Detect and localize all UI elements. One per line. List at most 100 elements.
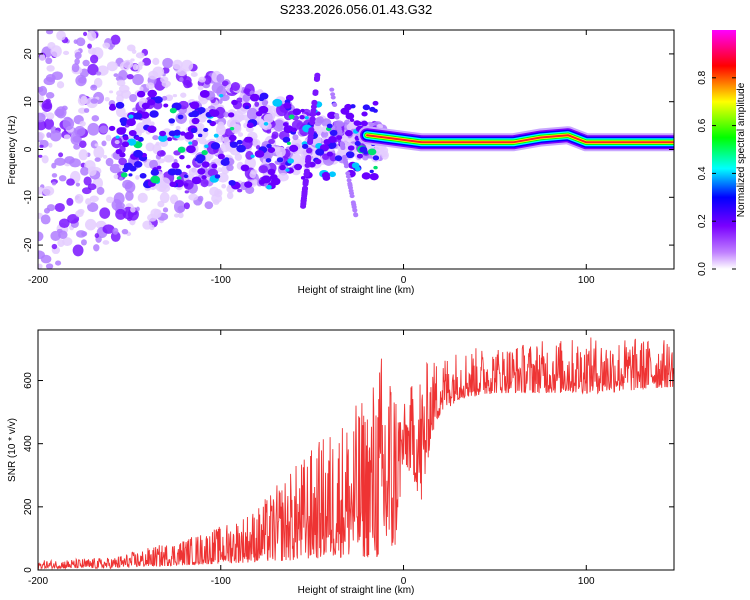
spectrogram-blob — [87, 122, 100, 136]
spectrogram-blob — [354, 141, 361, 146]
spectrogram-blob — [147, 98, 156, 106]
spectrogram-blob — [87, 202, 99, 213]
colorbar-tick-label: 0.6 — [697, 118, 708, 132]
spectrogram-blob — [153, 96, 163, 104]
snr-series-line — [38, 337, 674, 570]
spectrogram-blob — [115, 135, 120, 139]
spectrogram-blob — [306, 147, 313, 153]
spectrogram-blob — [167, 168, 177, 176]
spectrogram-blob — [54, 202, 65, 212]
spectrogram-ytick-label: -10 — [23, 190, 34, 205]
spectrogram-blob — [303, 168, 310, 174]
spectrogram-blob — [254, 150, 265, 158]
spectrogram-blob — [41, 100, 53, 113]
spectrogram-blob — [307, 139, 314, 145]
spectrogram-blob — [348, 188, 354, 193]
spectrogram-blob — [105, 157, 114, 167]
spectrogram-blob — [310, 104, 317, 110]
spectrogram-blob — [125, 190, 134, 201]
spectrogram-blob — [63, 50, 70, 56]
spectrogram-blob — [329, 87, 335, 92]
spectrogram-blob — [344, 145, 350, 152]
spectrogram-blob — [96, 186, 105, 195]
spectrogram-blob — [258, 165, 269, 174]
spectrogram-blob — [217, 153, 225, 160]
spectrogram-blob — [345, 174, 351, 179]
spectrogram-blob — [203, 127, 209, 133]
spectrogram-blob — [372, 155, 380, 161]
spectrogram-blob — [149, 110, 159, 118]
spectrogram-blob — [121, 141, 130, 148]
spectrogram-blob — [214, 174, 221, 179]
spectrogram-blob — [126, 44, 136, 52]
spectrogram-blob — [214, 188, 223, 198]
spectrogram-blob — [93, 145, 105, 159]
spectrogram-blob — [119, 152, 126, 158]
spectrogram-blob — [109, 163, 122, 174]
spectrogram-blob — [263, 121, 269, 126]
spectrogram-blob — [78, 76, 87, 84]
spectrogram-blob — [291, 127, 298, 133]
spectrogram-ylabel: Frequency (Hz) — [7, 116, 18, 185]
spectrogram-blob — [246, 107, 258, 121]
spectrogram-blob — [207, 168, 219, 177]
spectrogram-blob — [305, 156, 312, 162]
spectrogram-blob — [332, 102, 338, 107]
spectrogram-blob — [337, 131, 343, 136]
snr-ytick-label: 200 — [23, 498, 34, 515]
spectrogram-blob — [352, 207, 358, 212]
spectrogram-blob — [63, 134, 71, 140]
spectrogram-blob — [152, 66, 165, 78]
colorbar-tick-label: 0.4 — [697, 166, 708, 180]
spectrogram-blob — [224, 157, 230, 162]
spectrogram-xtick-label: -200 — [28, 275, 48, 286]
spectrogram-blob — [313, 117, 323, 127]
spectrogram-blob — [87, 63, 99, 76]
spectrogram-blob — [197, 85, 204, 91]
spectrogram-blob — [169, 194, 179, 205]
spectrogram-blob — [167, 137, 173, 142]
spectrogram-blob — [172, 94, 178, 98]
spectrogram-blob — [363, 151, 368, 155]
spectrogram-blob — [39, 54, 46, 61]
spectrogram-blob — [83, 31, 88, 37]
spectrogram-blob — [90, 54, 99, 64]
spectrogram-blob — [135, 64, 143, 71]
spectrogram-ytick-label: 10 — [23, 96, 34, 108]
spectrogram-blob — [115, 202, 125, 210]
spectrogram-blob — [169, 181, 177, 188]
spectrogram-blob — [40, 214, 51, 225]
spectrogram-blob — [141, 102, 150, 110]
spectrogram-blob — [291, 119, 304, 130]
snr-data — [38, 337, 674, 570]
spectrogram-blob — [145, 142, 155, 152]
spectrogram-blob — [69, 158, 81, 168]
colorbar-tick-label: 0.8 — [697, 70, 708, 84]
spectrogram-blob — [76, 37, 86, 47]
spectrogram-blob — [268, 138, 276, 145]
spectrogram-blob — [228, 179, 236, 186]
spectrogram-blob — [118, 70, 128, 81]
spectrogram-blob — [153, 101, 163, 110]
spectrogram-blob — [351, 162, 360, 169]
chart-title: S233.2026.056.01.43.G32 — [280, 2, 433, 17]
spectrogram-blob — [185, 164, 191, 169]
spectrogram-blob — [50, 45, 62, 58]
spectrogram-blob — [292, 134, 299, 141]
spectrogram-blob — [188, 112, 195, 118]
spectrogram-blob — [228, 134, 237, 142]
spectrogram-blob — [242, 93, 251, 103]
spectrogram-blob — [147, 89, 158, 98]
spectrogram-blob — [85, 198, 92, 205]
spectrogram-blob — [56, 81, 65, 89]
spectrogram-blob — [334, 155, 343, 162]
spectrogram-blob — [236, 139, 243, 145]
spectrogram-blob — [344, 130, 353, 137]
spectrogram-blob — [139, 173, 147, 179]
spectrogram-blob — [43, 118, 55, 130]
spectrogram-blob — [336, 135, 343, 140]
spectrogram-blob — [66, 178, 75, 186]
spectrogram-blob — [282, 122, 289, 127]
spectrogram-blob — [102, 224, 115, 234]
